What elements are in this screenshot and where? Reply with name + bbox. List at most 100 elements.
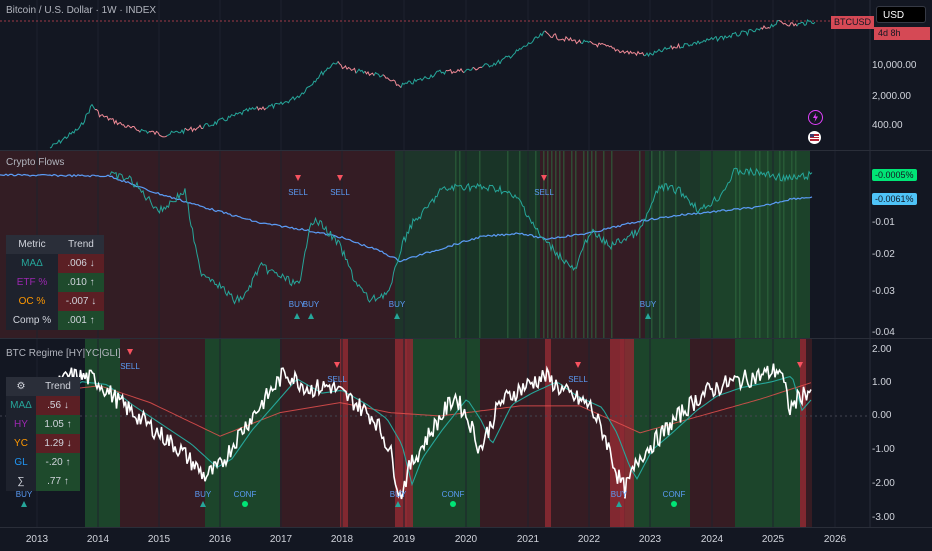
lightning-icon[interactable] — [808, 110, 823, 125]
regime-axis-label: -1.00 — [872, 444, 895, 455]
regime-title: BTC Regime [HY|YC|GLI] — [6, 348, 121, 359]
flows-chart[interactable] — [0, 151, 932, 339]
price-series-segment — [805, 19, 816, 26]
time-axis-label: 2024 — [700, 534, 724, 545]
regime-band — [545, 339, 620, 528]
buy-signal-label: BUY — [288, 300, 306, 309]
price-series-segment — [724, 32, 735, 39]
flows-value-green: -0.0005% — [872, 169, 917, 181]
sell-signal-label: SELL — [568, 375, 588, 384]
regime-stripe — [459, 151, 461, 339]
trend-cell: -.007 ↓ — [58, 292, 104, 311]
buy-marker — [395, 501, 401, 507]
price-axis-label: 10,000.00 — [872, 60, 917, 71]
price-series-segment — [373, 71, 384, 78]
price-series-segment — [337, 61, 348, 70]
price-series-segment — [760, 25, 771, 30]
sell-signal-label: SELL — [288, 188, 308, 197]
price-series-segment — [130, 126, 141, 133]
regime-red-stripe — [620, 339, 628, 528]
price-series-segment — [202, 122, 213, 129]
regime-stripe — [791, 151, 793, 339]
time-axis-label: 2014 — [86, 534, 110, 545]
sell-marker — [541, 175, 547, 181]
price-series-segment — [463, 67, 474, 74]
regime-stripe — [535, 151, 537, 339]
price-series-segment — [112, 118, 123, 126]
buy-marker — [21, 501, 27, 507]
price-series-segment — [490, 59, 501, 67]
regime-stripe — [507, 151, 509, 339]
regime-stripe — [595, 151, 597, 339]
conf-marker — [450, 501, 456, 507]
price-pane[interactable]: Bitcoin / U.S. Dollar · 1W · INDEX USD B… — [0, 0, 932, 150]
table-row: MAΔ .006 ↓ — [6, 254, 104, 273]
green-flow-line — [109, 167, 813, 305]
time-axis-label: 2020 — [454, 534, 478, 545]
price-series-segment — [562, 35, 573, 43]
price-series-segment — [103, 115, 114, 121]
price-series-segment — [526, 36, 537, 46]
regime-stripe — [759, 151, 761, 339]
regime-axis-label: -2.00 — [872, 478, 895, 489]
regime-metrics-table: ⚙ Trend MAΔ .56 ↓ HY 1.05 ↑ YC 1.29 ↓ GL… — [6, 377, 80, 491]
buy-marker — [308, 313, 314, 319]
regime-stripe — [779, 151, 781, 339]
regime-band — [645, 151, 700, 339]
price-series-segment — [481, 63, 492, 68]
flows-metrics-table: Metric Trend MAΔ .006 ↓ ETF % .010 ↑ OC … — [6, 235, 104, 330]
table-row: HY 1.05 ↑ — [6, 415, 80, 434]
price-series-segment — [544, 30, 555, 38]
bar-countdown: 4d 8h — [874, 27, 930, 40]
price-series-segment — [409, 78, 420, 85]
price-series-segment — [49, 139, 60, 149]
table-header: Trend — [45, 381, 71, 392]
sell-marker — [575, 362, 581, 368]
price-series-segment — [238, 108, 249, 116]
table-row: GL -.20 ↑ — [6, 453, 80, 472]
gear-icon[interactable]: ⚙ — [16, 381, 26, 392]
flows-pane[interactable]: Crypto Flows -0.0005% -0.0061% -0.01 -0.… — [0, 150, 932, 339]
regime-axis-label: -3.00 — [872, 512, 895, 523]
price-series-segment — [508, 49, 519, 59]
price-series-segment — [535, 30, 546, 39]
time-axis[interactable]: 2013 2014 2015 2016 2017 2018 2019 2020 … — [0, 527, 932, 551]
price-series-segment — [76, 114, 87, 131]
price-series-segment — [571, 39, 582, 45]
flows-axis-label: -0.02 — [872, 249, 895, 260]
metric-cell: ∑ — [6, 472, 36, 491]
price-axis-label: 2,000.00 — [872, 91, 911, 102]
regime-stripe — [603, 151, 605, 339]
regime-band — [410, 339, 480, 528]
currency-button[interactable]: USD — [876, 6, 926, 23]
price-series-segment — [139, 128, 150, 135]
time-axis-label: 2022 — [577, 534, 601, 545]
regime-axis-label: 0.00 — [872, 410, 892, 421]
price-series-segment — [598, 42, 609, 47]
conf-marker — [671, 501, 677, 507]
price-series-segment — [715, 35, 726, 42]
regime-pane[interactable]: BTC Regime [HY|YC|GLI] 2.00 1.00 0.00 -1… — [0, 338, 932, 528]
regime-stripe — [571, 151, 573, 339]
regime-stripe — [651, 151, 653, 339]
sell-marker — [797, 362, 803, 368]
buy-marker — [200, 501, 206, 507]
sell-signal-label: SELL — [330, 188, 350, 197]
flag-icon[interactable] — [808, 131, 821, 144]
regime-axis-label: 1.00 — [872, 377, 892, 388]
table-row: OC % -.007 ↓ — [6, 292, 104, 311]
price-series-segment — [706, 35, 717, 41]
buy-signal-label: BUY — [610, 490, 628, 499]
price-series-segment — [697, 38, 708, 45]
metric-cell: GL — [6, 453, 36, 472]
symbol-tag: BTCUSD — [831, 16, 875, 29]
price-chart[interactable] — [0, 0, 932, 150]
buy-marker — [645, 313, 651, 319]
price-series-segment — [301, 84, 312, 95]
regime-stripe — [543, 151, 545, 339]
regime-chart[interactable] — [0, 339, 932, 528]
regime-stripe — [587, 151, 589, 339]
buy-signal-label: BUY — [15, 490, 33, 499]
sell-marker — [127, 349, 133, 355]
price-series-segment — [382, 74, 392, 82]
